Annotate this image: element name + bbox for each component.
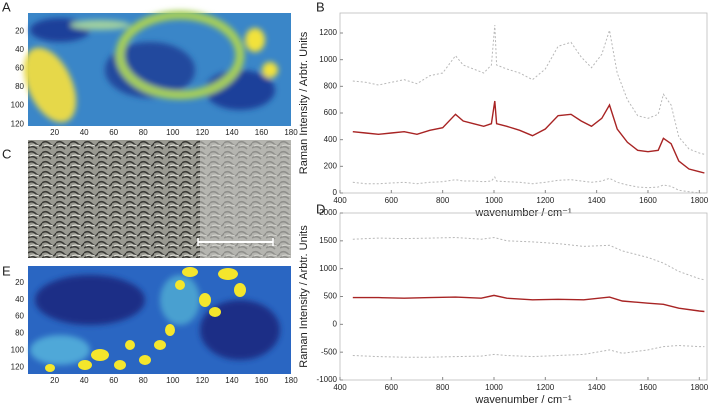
y-tick-label: 120 bbox=[11, 119, 25, 128]
x-tick-label: 1800 bbox=[690, 196, 708, 205]
y-tick-label: -500 bbox=[321, 347, 338, 356]
x-tick-label: 180 bbox=[284, 128, 298, 137]
x-axis-label: wavenumber / cm⁻¹ bbox=[474, 394, 572, 406]
y-tick-label: 120 bbox=[11, 362, 25, 371]
y-tick-label: 100 bbox=[11, 345, 25, 354]
x-tick-label: 800 bbox=[436, 383, 450, 392]
plot-frame bbox=[339, 12, 708, 194]
panel-label: D bbox=[316, 201, 325, 216]
x-tick-label: 600 bbox=[385, 383, 399, 392]
y-tick-label: 2000 bbox=[319, 208, 337, 217]
x-tick-label: 1800 bbox=[690, 383, 708, 392]
x-tick-label: 800 bbox=[436, 196, 450, 205]
y-tick-label: 60 bbox=[15, 312, 24, 321]
data-line bbox=[352, 236, 705, 281]
y-tick-label: 800 bbox=[324, 81, 338, 90]
panel-label: A bbox=[2, 0, 11, 14]
panel-label: E bbox=[2, 263, 11, 278]
y-tick-label: 1200 bbox=[319, 28, 337, 37]
y-tick-label: 40 bbox=[15, 45, 24, 54]
y-tick-label: 40 bbox=[15, 295, 24, 304]
panel-label: B bbox=[316, 0, 325, 14]
x-tick-label: 80 bbox=[139, 376, 148, 385]
x-tick-label: 100 bbox=[166, 376, 180, 385]
x-tick-label: 1600 bbox=[639, 196, 657, 205]
y-tick-label: 80 bbox=[15, 329, 24, 338]
x-tick-label: 1400 bbox=[588, 196, 606, 205]
x-tick-label: 1600 bbox=[639, 383, 657, 392]
heatmap-image bbox=[28, 266, 291, 374]
x-tick-label: 1200 bbox=[536, 383, 554, 392]
y-tick-label: -1000 bbox=[317, 375, 338, 384]
x-tick-label: 160 bbox=[255, 128, 269, 137]
x-tick-label: 400 bbox=[333, 383, 347, 392]
x-tick-label: 160 bbox=[255, 376, 269, 385]
y-tick-label: 1500 bbox=[319, 236, 337, 245]
x-tick-label: 60 bbox=[109, 128, 118, 137]
x-tick-label: 120 bbox=[196, 128, 210, 137]
x-tick-label: 140 bbox=[225, 128, 239, 137]
y-tick-label: 400 bbox=[324, 135, 338, 144]
x-tick-label: 20 bbox=[50, 376, 59, 385]
y-tick-label: 200 bbox=[324, 161, 338, 170]
y-tick-label: 600 bbox=[324, 108, 338, 117]
y-axis-label: Raman Intensity / Arbtr. Units bbox=[298, 31, 310, 174]
y-tick-label: 1000 bbox=[319, 264, 337, 273]
x-tick-label: 100 bbox=[166, 128, 180, 137]
x-tick-label: 600 bbox=[385, 196, 399, 205]
y-tick-label: 0 bbox=[333, 188, 338, 197]
y-tick-label: 80 bbox=[15, 82, 24, 91]
x-tick-label: 40 bbox=[80, 376, 89, 385]
x-tick-label: 120 bbox=[196, 376, 210, 385]
micrograph-image bbox=[28, 140, 291, 258]
y-tick-label: 0 bbox=[333, 319, 338, 328]
x-tick-label: 80 bbox=[139, 128, 148, 137]
plot-frame bbox=[339, 212, 708, 381]
y-tick-label: 100 bbox=[11, 101, 25, 110]
data-line bbox=[352, 176, 705, 194]
panel-label: C bbox=[2, 146, 11, 161]
x-tick-label: 40 bbox=[80, 128, 89, 137]
y-tick-label: 20 bbox=[15, 278, 24, 287]
data-line bbox=[352, 100, 705, 174]
x-tick-label: 60 bbox=[109, 376, 118, 385]
y-tick-label: 1000 bbox=[319, 55, 337, 64]
data-line bbox=[352, 24, 705, 155]
x-tick-label: 1000 bbox=[485, 196, 503, 205]
x-tick-label: 400 bbox=[333, 196, 347, 205]
heatmap-image bbox=[23, 10, 291, 126]
x-tick-label: 1400 bbox=[588, 383, 606, 392]
y-tick-label: 60 bbox=[15, 64, 24, 73]
y-tick-label: 500 bbox=[324, 292, 338, 301]
y-tick-label: 20 bbox=[15, 27, 24, 36]
data-line bbox=[352, 344, 705, 358]
data-line bbox=[352, 294, 705, 313]
x-tick-label: 180 bbox=[284, 376, 298, 385]
x-tick-label: 20 bbox=[50, 128, 59, 137]
x-tick-label: 140 bbox=[225, 376, 239, 385]
x-tick-label: 1200 bbox=[536, 196, 554, 205]
x-tick-label: 1000 bbox=[485, 383, 503, 392]
y-axis-label: Raman Intensity / Arbtr. Units bbox=[298, 225, 310, 368]
